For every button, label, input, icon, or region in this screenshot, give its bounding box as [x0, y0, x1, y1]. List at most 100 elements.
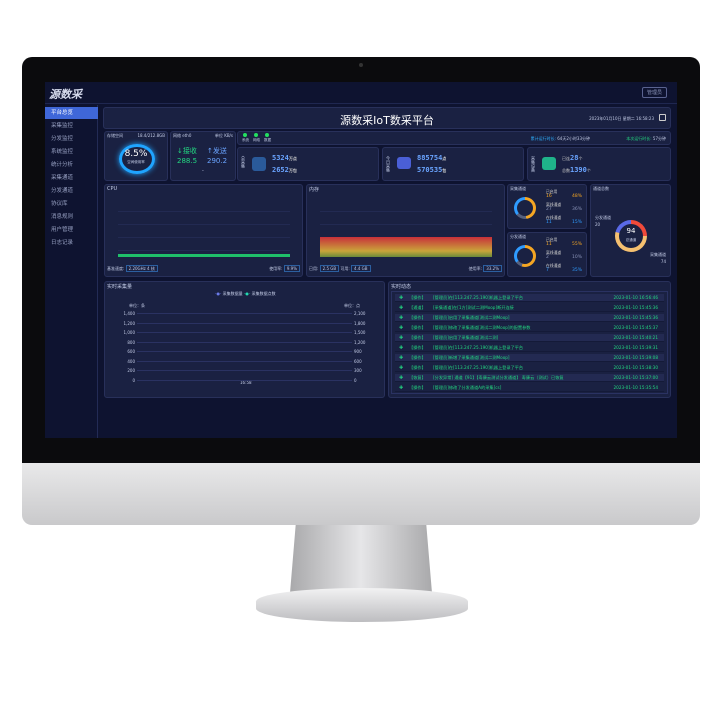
log-time: 2023-01-10 16:56:46	[613, 295, 658, 300]
device-total-unit: 个	[586, 168, 591, 173]
total-points: 5324	[272, 154, 289, 162]
log-icon: ✚	[399, 305, 404, 311]
mem-usage-label: 使用率:	[468, 266, 482, 271]
grid-line	[137, 322, 352, 324]
collect_channels-item-name: 已启用	[546, 189, 558, 194]
legend-marker-2: -●-	[243, 291, 251, 296]
devices-label: 采集设备	[531, 156, 536, 172]
log-text: [管理员]在[113.247.25.190]机器上登录了平台	[433, 295, 524, 300]
status-light-icon	[243, 133, 247, 137]
status-light-label: 数据	[264, 138, 271, 142]
legend-2: 采集数据点数	[251, 291, 276, 296]
right-unit: 单位：点	[344, 303, 360, 308]
log-icon: ✚	[399, 295, 404, 301]
channel-total: 94	[626, 227, 636, 235]
sidebar-item[interactable]: 日志记录	[51, 240, 74, 246]
left-tick: 0	[132, 377, 135, 383]
left-tick: 1,400	[123, 311, 135, 316]
sidebar-item[interactable]: 协议库	[51, 201, 68, 207]
log-type: 【操作】	[409, 325, 426, 330]
log-row: ✚ 【恢复】 [分发异常] 通道【91】【寿康云测试分发通道】 寿康云（测试）已恢复…	[395, 374, 664, 382]
total-collect-label: 总采集	[241, 156, 246, 168]
log-time: 2023-01-10 15:38:30	[613, 365, 658, 370]
receive-value: 288.5	[177, 157, 198, 165]
log-row: ✚ 【通道】 [采集通道]在[1方]测试二测Moop]断开连接 2023-01-10 …	[395, 304, 664, 312]
mem-used: 2.5 GB	[319, 265, 340, 272]
storage-card: 存储空间 18.4/212.8GB 8.5% 空间使用率	[104, 131, 168, 181]
log-icon: ✚	[399, 385, 404, 391]
network-label: 网络 eth0	[173, 133, 192, 138]
memory-label: 内存	[309, 187, 320, 193]
sidebar-item[interactable]: 分发监控	[51, 136, 74, 142]
collect_channels-item-pct: 36%	[572, 207, 583, 212]
sidebar-item[interactable]: 系统监控	[51, 149, 74, 155]
dist_channels-item-count: 2	[546, 255, 549, 260]
collect_channels-item-count: 27	[546, 207, 552, 212]
today-collect-card: 今日采集 885754点 570535包	[382, 147, 524, 181]
sidebar-item[interactable]: 统计分析	[51, 162, 74, 168]
log-icon: ✚	[399, 325, 404, 331]
monitor-chin	[22, 463, 700, 525]
collect_channels-item-pct: 15%	[572, 220, 583, 225]
sidebar-item[interactable]: 平台总览	[45, 107, 98, 119]
admin-button[interactable]: 管理员	[641, 87, 667, 98]
cpu-chart	[118, 199, 290, 259]
log-time: 2023-01-10 15:45:36	[613, 315, 658, 320]
right-tick: 0	[354, 377, 357, 383]
grid-line	[137, 341, 352, 343]
log-row: ✚ 【操作】 [管理员]在[113.247.25.190]机器上登录了平台 2023-…	[395, 344, 664, 352]
device-icon	[542, 157, 556, 170]
today-points-unit: 点	[442, 156, 447, 161]
grid-line	[137, 351, 352, 352]
status-bar: 累计运行时长: 64天2小时33分钟 本次运行时长: 57分钟 系统 网络 数据	[237, 131, 671, 145]
collect-channels-card: 采集通道 已启用 16 48% 离线通道 27 36% 在线通道 11 15%	[507, 184, 587, 229]
collect_channels-item-name: 离线通道	[546, 202, 562, 207]
right-tick: 2,100	[354, 311, 366, 316]
log-type: 【操作】	[409, 345, 426, 350]
dist-count: 20	[595, 222, 601, 227]
log-row: ✚ 【操作】 [管理员]修改了分发通道A的采集[cs] 2023-01-10 15:3…	[395, 384, 664, 392]
mem-used-label: 已用:	[309, 266, 319, 271]
online-unit: 个	[578, 156, 583, 161]
log-text: [管理员]修改了分发通道A的采集[cs]	[433, 385, 502, 390]
cpu-label: CPU	[107, 186, 118, 192]
cpu-freq: 2.20GHz 4 核	[125, 265, 158, 272]
devices-card: 采集设备 已连28个 总数1390个	[527, 147, 671, 181]
status-light-icon	[265, 133, 269, 137]
right-tick: 1,200	[354, 339, 366, 345]
status-light-label: 系统	[242, 138, 249, 142]
collect_channels-item-count: 16	[546, 194, 552, 199]
cpu-freq-label: 基准速度:	[107, 266, 125, 271]
sidebar-item[interactable]: 采集通道	[51, 175, 74, 181]
storage-percent: 8.5%	[124, 149, 148, 159]
sidebar-item[interactable]: 用户管理	[51, 227, 74, 233]
online-label: 已连	[562, 156, 570, 161]
log-row: ✚ 【操作】 [管理员]在[113.247.25.190]机器上登录了平台 2023-…	[395, 294, 664, 302]
log-type: 【操作】	[409, 385, 426, 390]
dist_channels-item-name: 已启用	[546, 237, 558, 242]
log-text: [管理员]新增了采集通道[测试二测Moop]	[433, 355, 510, 360]
monitor-stand	[290, 525, 432, 593]
collect_channels-item-pct: 48%	[572, 194, 583, 199]
sidebar-item[interactable]: 采集监控	[51, 123, 74, 129]
log-time: 2023-01-10 15:45:36	[613, 305, 658, 310]
total-runtime-label: 累计运行时长:	[530, 136, 556, 141]
sidebar-item[interactable]: 消息规则	[51, 214, 74, 220]
cpu-usage-area	[118, 254, 290, 257]
log-time: 2023-01-10 15:45:37	[613, 325, 658, 330]
realtime-chart-card: 实时采集量 -●- 采集数据量 -●- 采集数据点数 单位：条 单位：点 16:…	[104, 281, 385, 398]
current-runtime: 57分钟	[652, 136, 666, 141]
sidebar-item[interactable]: 分发通道	[51, 188, 74, 194]
log-type: 【恢复】	[409, 375, 426, 380]
fullscreen-icon[interactable]	[659, 114, 666, 121]
mem-usage: 33.2%	[483, 265, 502, 272]
x-tick: 16:58	[240, 380, 252, 385]
realtime-label: 实时采集量	[107, 284, 133, 290]
log-type: 【通道】	[409, 305, 426, 310]
collect-count: 74	[660, 259, 666, 264]
today-points: 885754	[417, 154, 443, 162]
log-icon: ✚	[399, 315, 404, 321]
dist-label: 分发通道	[595, 215, 611, 220]
collect_channels-item-count: 11	[546, 220, 552, 225]
dist_channels-item-pct: 35%	[572, 268, 583, 273]
